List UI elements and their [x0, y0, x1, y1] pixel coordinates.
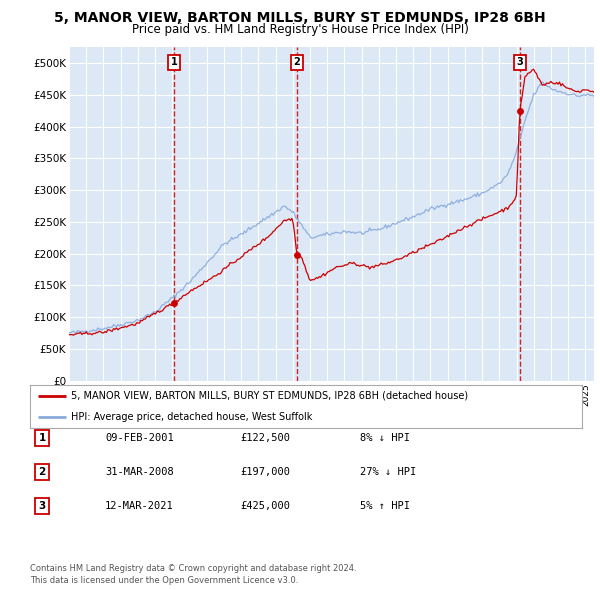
Text: 31-MAR-2008: 31-MAR-2008 — [105, 467, 174, 477]
Text: 1: 1 — [170, 57, 178, 67]
Text: Contains HM Land Registry data © Crown copyright and database right 2024.
This d: Contains HM Land Registry data © Crown c… — [30, 565, 356, 585]
Text: £197,000: £197,000 — [240, 467, 290, 477]
Text: 1: 1 — [38, 433, 46, 442]
Text: HPI: Average price, detached house, West Suffolk: HPI: Average price, detached house, West… — [71, 412, 313, 422]
Text: 12-MAR-2021: 12-MAR-2021 — [105, 502, 174, 511]
Text: 3: 3 — [38, 502, 46, 511]
Text: 09-FEB-2001: 09-FEB-2001 — [105, 433, 174, 442]
Text: 27% ↓ HPI: 27% ↓ HPI — [360, 467, 416, 477]
Text: £425,000: £425,000 — [240, 502, 290, 511]
Text: 3: 3 — [517, 57, 523, 67]
Text: 5, MANOR VIEW, BARTON MILLS, BURY ST EDMUNDS, IP28 6BH (detached house): 5, MANOR VIEW, BARTON MILLS, BURY ST EDM… — [71, 391, 469, 401]
Text: 2: 2 — [38, 467, 46, 477]
Text: 5% ↑ HPI: 5% ↑ HPI — [360, 502, 410, 511]
Text: 5, MANOR VIEW, BARTON MILLS, BURY ST EDMUNDS, IP28 6BH: 5, MANOR VIEW, BARTON MILLS, BURY ST EDM… — [54, 11, 546, 25]
Text: Price paid vs. HM Land Registry's House Price Index (HPI): Price paid vs. HM Land Registry's House … — [131, 23, 469, 36]
Text: £122,500: £122,500 — [240, 433, 290, 442]
Text: 2: 2 — [293, 57, 301, 67]
Text: 8% ↓ HPI: 8% ↓ HPI — [360, 433, 410, 442]
